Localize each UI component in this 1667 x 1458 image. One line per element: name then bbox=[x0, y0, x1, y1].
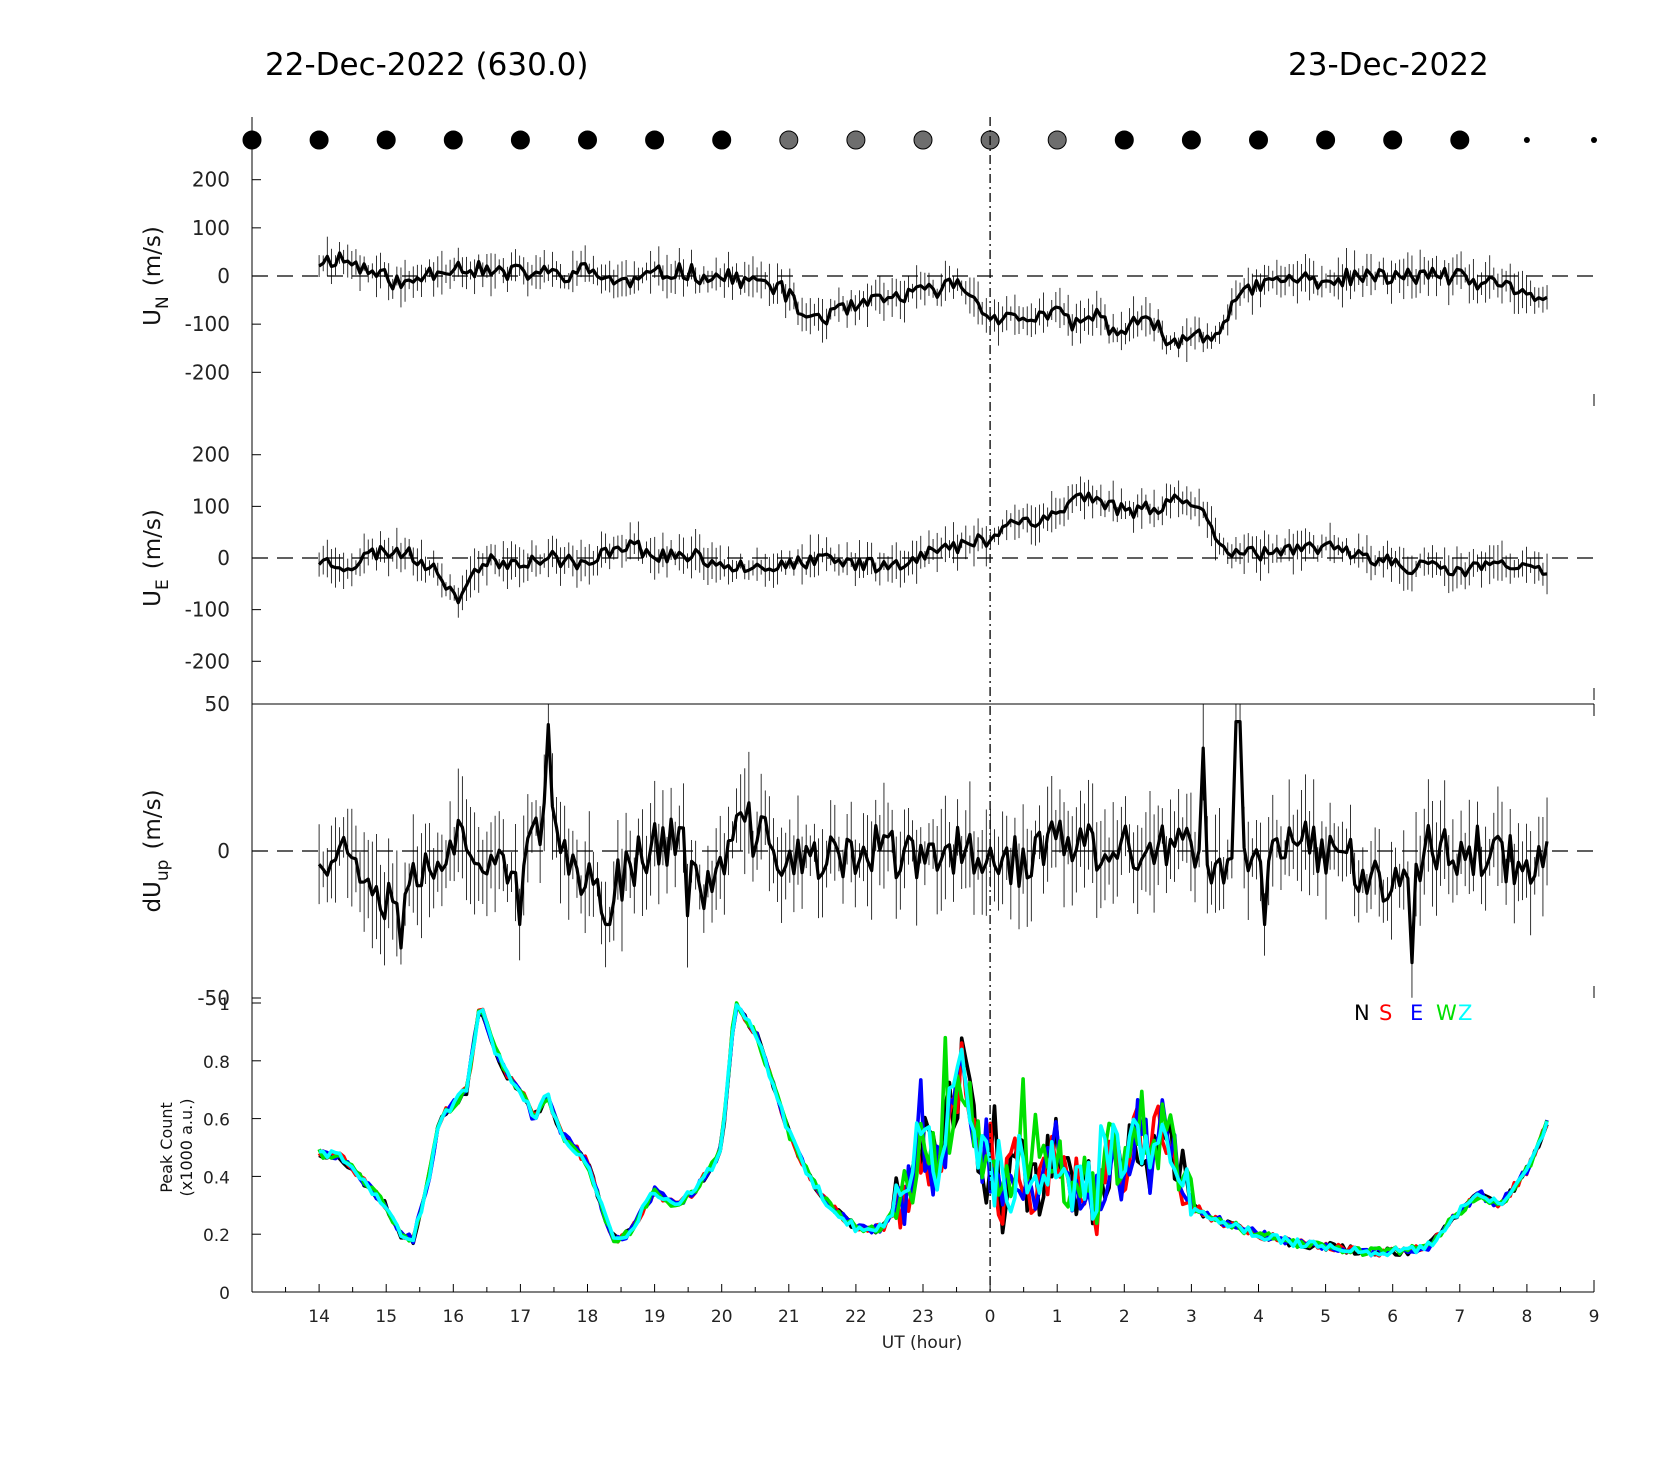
y-axis-label: dUup (m/s) bbox=[140, 789, 173, 912]
legend-w: W bbox=[1436, 1001, 1457, 1025]
y-tick-label: -100 bbox=[185, 312, 230, 336]
moon-marker-gray bbox=[779, 130, 799, 150]
y-axis-label-ylabel_main: U bbox=[140, 309, 166, 326]
y-axis-label-ylabel_main: dU bbox=[140, 881, 166, 912]
moon-marker-dark bbox=[712, 130, 732, 150]
moon-marker-dark bbox=[1249, 130, 1268, 150]
y-tick-label: 0.4 bbox=[203, 1168, 230, 1188]
x-tick-label: 17 bbox=[510, 1307, 532, 1327]
moon-marker-gray bbox=[846, 130, 866, 150]
y-tick-label: 200 bbox=[192, 443, 230, 467]
legend-s: S bbox=[1379, 1001, 1392, 1025]
x-tick-label: 20 bbox=[711, 1307, 733, 1327]
x-tick-label: 15 bbox=[375, 1307, 397, 1327]
x-tick-label: 18 bbox=[577, 1307, 599, 1327]
peak-count-panel: 1 0.8 0.6 0.4 0.2 0 Peak Count(x1000 a.u.) bbox=[157, 995, 1595, 1304]
y-axis-label-ylabel_main: U bbox=[140, 590, 166, 607]
y-axis-label-ylabel_sub: N bbox=[153, 296, 173, 309]
moon-marker-gray bbox=[1047, 130, 1067, 150]
data-series-line bbox=[317, 719, 1549, 965]
y-tick-label: 0.8 bbox=[203, 1053, 230, 1073]
y-axis-label-ylabel_unit: (m/s) bbox=[140, 789, 166, 849]
x-tick-label: 4 bbox=[1253, 1307, 1264, 1327]
x-tick-label: 1 bbox=[1052, 1307, 1063, 1327]
y-axis-label-line2: (x1000 a.u.) bbox=[177, 1099, 196, 1197]
moon-marker-dark bbox=[1114, 130, 1134, 150]
legend-n: N bbox=[1354, 1001, 1370, 1025]
peak-count-n-line bbox=[318, 1004, 1549, 1257]
y-axis-label: UN (m/s) bbox=[140, 226, 173, 326]
y-tick-label: 1 bbox=[219, 995, 230, 1015]
data-series-line bbox=[318, 251, 1548, 349]
y-tick-label: 0 bbox=[219, 1284, 230, 1304]
moon-marker-dark bbox=[510, 130, 530, 150]
legend-z: Z bbox=[1458, 1001, 1472, 1025]
y-tick-label: -200 bbox=[185, 360, 230, 384]
y-tick-label: -200 bbox=[185, 649, 230, 673]
x-axis-label: UT (hour) bbox=[882, 1333, 962, 1353]
data-series-line bbox=[317, 491, 1548, 605]
x-tick-label: 6 bbox=[1387, 1307, 1398, 1327]
y-tick-label: 0 bbox=[217, 546, 230, 570]
left-date-title: 22-Dec-2022 (630.0) bbox=[265, 47, 589, 83]
y-axis-label: Peak Count(x1000 a.u.) bbox=[157, 1099, 196, 1197]
moon-marker-dark bbox=[1181, 130, 1201, 150]
x-tick-label: 21 bbox=[778, 1307, 800, 1327]
dup-panel: 50 0 -50 dUup (m/s) bbox=[140, 692, 1595, 1010]
peak-count-w-line bbox=[317, 1001, 1549, 1257]
x-tick-label: 8 bbox=[1521, 1307, 1532, 1327]
y-tick-label: 0.2 bbox=[203, 1226, 230, 1246]
y-tick-label: 0 bbox=[217, 264, 230, 288]
x-tick-label: 16 bbox=[442, 1307, 464, 1327]
un-panel: 200 100 0 -100 -200 UN (m/s) bbox=[140, 168, 1595, 406]
y-tick-label: -100 bbox=[185, 598, 230, 622]
y-axis-label-ylabel_unit: (m/s) bbox=[140, 509, 166, 569]
moon-marker-dark bbox=[1383, 130, 1403, 150]
x-tick-label: 0 bbox=[985, 1307, 996, 1327]
legend-e: E bbox=[1410, 1001, 1423, 1025]
ue-panel: 200 100 0 -100 -200 UE (m/s) bbox=[140, 443, 1595, 700]
y-axis-label-ylabel_sub: E bbox=[153, 579, 173, 590]
y-tick-label: 0 bbox=[217, 839, 230, 863]
x-tick-label: 9 bbox=[1589, 1307, 1600, 1327]
moon-marker-dark bbox=[578, 130, 597, 150]
peak-count-z-line bbox=[319, 1003, 1549, 1258]
x-tick-label: 14 bbox=[308, 1307, 330, 1327]
moon-marker-dark bbox=[645, 130, 665, 150]
moon-marker-gray bbox=[913, 130, 933, 150]
x-tick-label: 3 bbox=[1186, 1307, 1197, 1327]
moon-marker-tiny bbox=[1523, 137, 1530, 143]
x-axis: 14 15 16 17 18 19 20 21 22 23 0 1 2 3 4 5 6 7 8 9 bbox=[251, 1284, 1600, 1327]
y-tick-label: -50 bbox=[197, 986, 230, 1010]
y-axis-label-ylabel_unit: (m/s) bbox=[140, 226, 166, 286]
moon-marker-dark bbox=[376, 130, 396, 150]
y-tick-label: 50 bbox=[205, 692, 230, 716]
x-tick-label: 5 bbox=[1320, 1307, 1331, 1327]
y-axis-label-line1: Peak Count bbox=[157, 1102, 176, 1193]
x-tick-label: 23 bbox=[912, 1307, 934, 1327]
y-tick-label: 200 bbox=[192, 168, 230, 192]
moon-marker-dark bbox=[309, 130, 329, 150]
moon-marker-dark bbox=[1316, 130, 1336, 150]
y-axis-label: UE (m/s) bbox=[140, 509, 173, 607]
right-date-title: 23-Dec-2022 bbox=[1288, 47, 1489, 83]
y-tick-label: 100 bbox=[192, 216, 230, 240]
x-tick-label: 7 bbox=[1454, 1307, 1465, 1327]
moon-marker-dark bbox=[443, 130, 463, 150]
x-tick-label: 19 bbox=[644, 1307, 666, 1327]
x-tick-label: 22 bbox=[845, 1307, 867, 1327]
moon-marker-tiny bbox=[1591, 137, 1597, 143]
y-tick-label: 100 bbox=[192, 494, 230, 518]
moon-phase-markers bbox=[242, 130, 1597, 150]
legend: N S E W Z bbox=[1354, 1001, 1472, 1025]
y-tick-label: 0.6 bbox=[203, 1111, 230, 1131]
y-axis-label-ylabel_sub: up bbox=[153, 860, 173, 882]
moon-marker-dark bbox=[1450, 130, 1470, 150]
x-tick-label: 2 bbox=[1119, 1307, 1130, 1327]
